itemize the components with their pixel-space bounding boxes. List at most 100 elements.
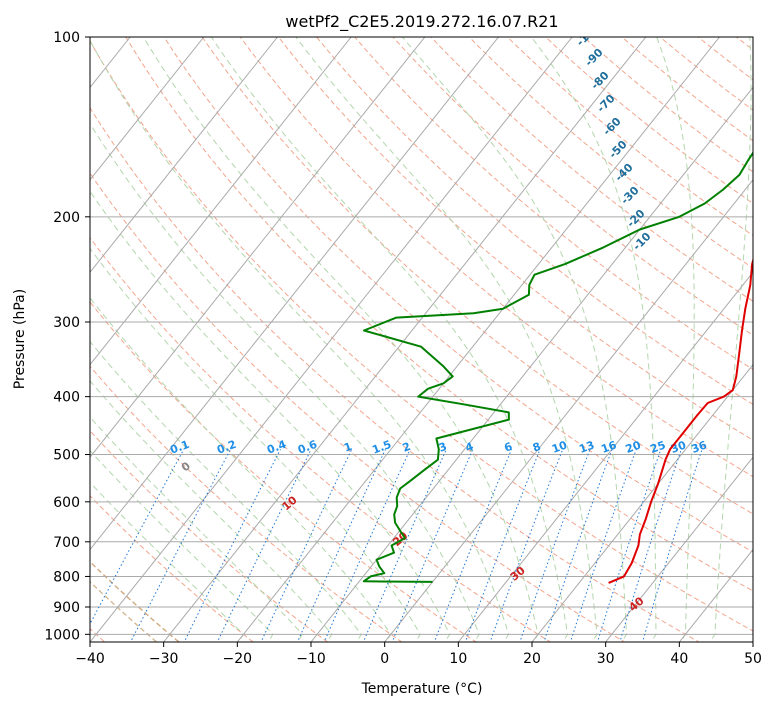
y-tick-label: 900 (53, 600, 80, 616)
mixing-ratio-line (433, 449, 513, 642)
dry-adiabat-line (354, 37, 753, 371)
mixing-ratio-line (619, 449, 682, 642)
moist-adiabat-line (401, 37, 628, 642)
isotherm-line (90, 37, 205, 181)
mixing-ratio-label: 25 (648, 439, 667, 456)
mixing-ratio-line (216, 449, 312, 642)
x-tick-label: −40 (75, 651, 105, 667)
chart-title: wetPf2_C2E5.2019.272.16.07.R21 (285, 12, 558, 32)
y-tick-label: 800 (53, 569, 80, 585)
y-tick-label: 700 (53, 535, 80, 551)
dry-adiabat-line (277, 37, 753, 441)
x-tick-label: 20 (523, 651, 541, 667)
isotherm-line (457, 271, 753, 642)
mixing-ratio-label: 0.6 (296, 438, 319, 457)
isotherm-line (531, 363, 753, 642)
mixing-ratio-label: 3 (437, 440, 449, 455)
dry-adiabat-line (125, 37, 753, 592)
x-tick-label: 40 (670, 651, 688, 667)
isotherms (90, 37, 753, 642)
mixing-ratio-line (391, 449, 474, 642)
mixing-ratio-label: 8 (531, 440, 543, 455)
mixing-ratio-label: 13 (577, 438, 596, 455)
dry-adiabat-line (90, 495, 254, 642)
y-axis-label: Pressure (hPa) (12, 289, 28, 389)
mixing-ratio-line (519, 449, 591, 642)
mixing-ratio-label: 2 (401, 440, 413, 455)
x-tick-label: 0 (380, 651, 389, 667)
moist-adiabat-line (90, 39, 510, 642)
moist-adiabat-line (90, 122, 480, 642)
isotherm-line (163, 37, 647, 642)
dry-adiabat-line (90, 40, 753, 632)
dry-adiabat-line (392, 37, 753, 336)
plot-frame (89, 36, 754, 643)
moist-adiabat-line (530, 37, 657, 642)
moist-adiabat-line (709, 37, 752, 642)
isotherm-line (236, 37, 720, 642)
mixing-ratio-label: 30 (669, 438, 688, 456)
isotherm-line (90, 37, 352, 366)
mixing-ratio-line (596, 449, 662, 642)
x-tick-label: 10 (449, 651, 467, 667)
moist-adiabat-line (142, 37, 539, 642)
dry-adiabat-line (90, 236, 552, 642)
x-tick-label: 30 (597, 651, 615, 667)
tan-adiabats (90, 560, 180, 642)
mixing-ratio-label: 4 (464, 440, 476, 455)
mixing-ratio-label: 0.1 (168, 438, 191, 457)
mixing-ratio-label: 0.2 (215, 438, 238, 457)
mixing-ratio-label: 0.4 (265, 438, 288, 457)
x-tick-label: 50 (744, 651, 762, 667)
moist-adiabat-line (90, 297, 392, 642)
dry-adiabats (90, 37, 753, 642)
tan-adiabat-line (90, 580, 158, 642)
x-tick-label: −30 (149, 651, 179, 667)
moist-adiabats (90, 37, 752, 642)
isotherm-line (90, 37, 278, 274)
dry-adiabat-line (90, 106, 700, 642)
y-tick-label: 1000 (44, 627, 80, 643)
mixing-ratio-label: 36 (690, 438, 709, 456)
isotherm-line (90, 37, 499, 551)
mixing-ratio-line (260, 449, 353, 642)
isotherm-line (310, 86, 753, 642)
mixing-ratio-line (90, 449, 185, 625)
x-tick-label: −20 (223, 651, 253, 667)
dry-adiabat-line (90, 301, 477, 642)
mixing-ratio-label: 1.5 (370, 438, 393, 457)
isotherm-line (605, 456, 753, 642)
tan-adiabat-line (90, 560, 180, 642)
moist-adiabat-line (90, 340, 362, 642)
moist-adiabat-label: -100 (574, 20, 603, 49)
y-tick-label: 400 (53, 390, 80, 406)
x-tick-label: −10 (296, 651, 326, 667)
moist-adiabat-line (295, 37, 598, 642)
y-tick-label: 300 (53, 315, 80, 331)
dry-adiabat-line (90, 365, 403, 642)
temperature-profile-line (608, 257, 753, 584)
mixing-ratio-line (543, 449, 613, 642)
mixing-ratio-lines (90, 449, 703, 642)
dry-adiabat-line (239, 37, 753, 478)
moist-adiabat-line (90, 481, 245, 642)
y-tick-label: 200 (53, 210, 80, 226)
y-tick-label: 100 (53, 30, 80, 46)
mixing-ratio-line (642, 449, 703, 642)
mixing-ratio-label: 20 (624, 438, 643, 456)
mixing-ratio-line (569, 449, 637, 642)
x-axis-ticks: −40 −30 −20 −10 0 10 20 30 40 50 (75, 642, 762, 667)
mixing-ratio-label: 10 (550, 438, 569, 456)
dry-adiabat-line (90, 430, 329, 642)
y-tick-label: 600 (53, 495, 80, 511)
isotherm-line (384, 179, 753, 642)
moist-adiabat-line (90, 247, 421, 642)
mixing-ratio-label: 16 (600, 438, 619, 456)
isotherm-line (90, 37, 426, 458)
moist-adiabat-line (90, 449, 274, 642)
mixing-ratio-label: 6 (502, 440, 514, 455)
isotherm-line (90, 37, 573, 642)
dry-adiabat-line (163, 37, 753, 553)
